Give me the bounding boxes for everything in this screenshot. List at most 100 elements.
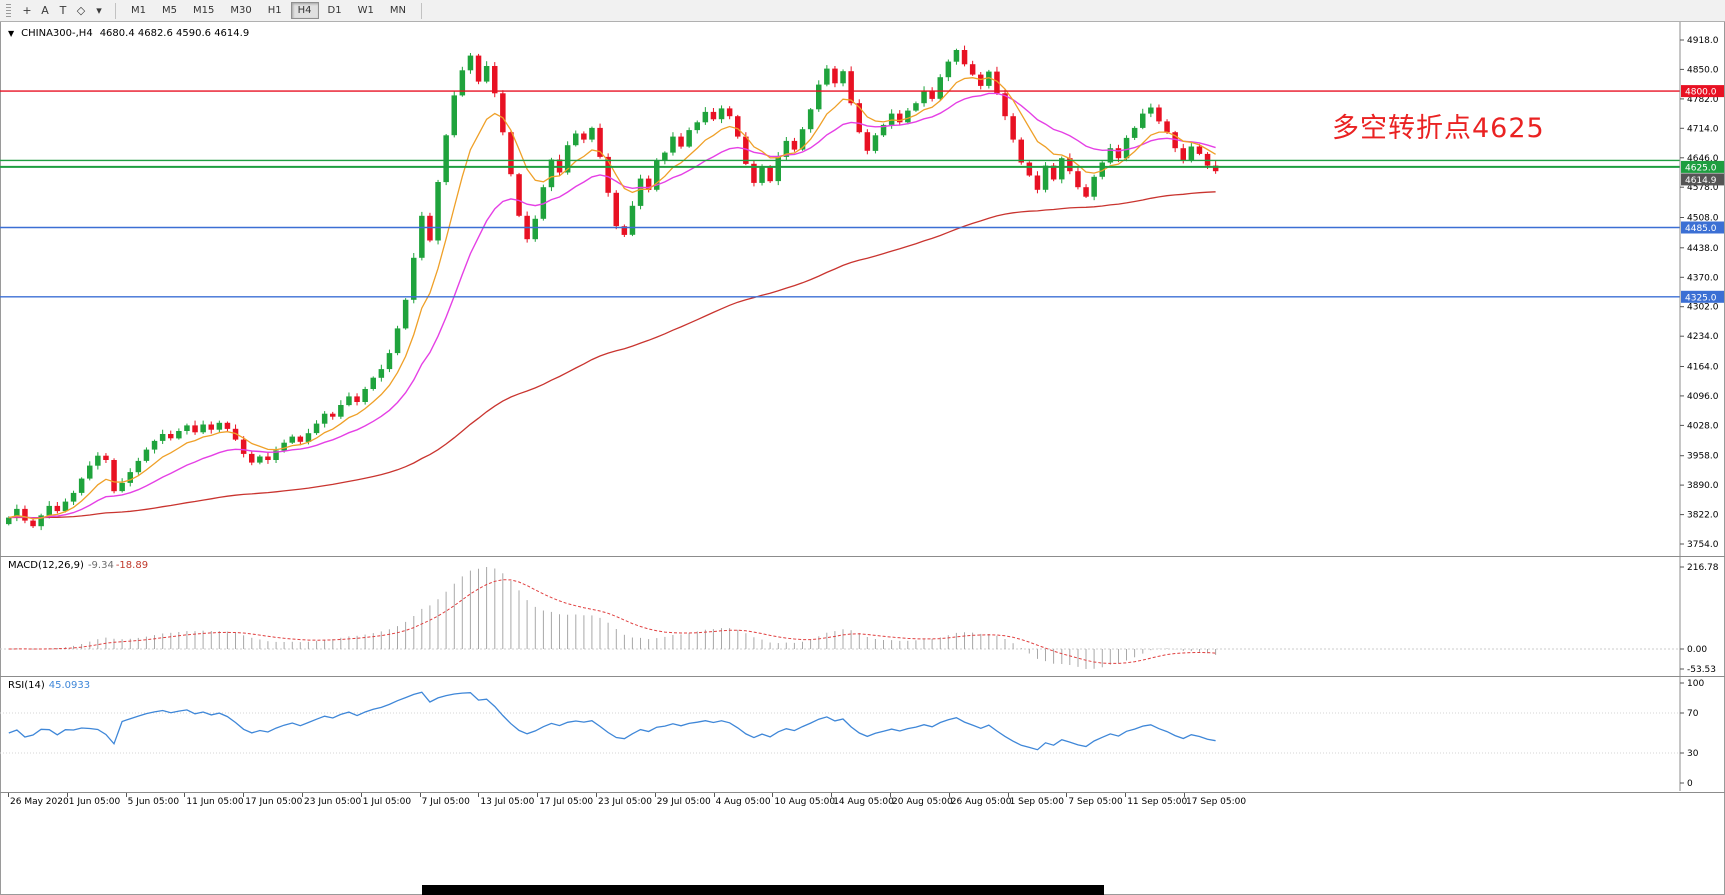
time-label: 13 Jul 05:00 — [480, 797, 535, 807]
svg-text:4782.0: 4782.0 — [1687, 95, 1719, 105]
timeframe-m30[interactable]: M30 — [230, 5, 252, 16]
tool-icons: + A T ◇ ▾ — [18, 2, 108, 20]
annotation-text: 多空转折点4625 — [1332, 113, 1545, 144]
toolbar: + A T ◇ ▾ M1 M5 M15 M30 H1 H4 D1 W1 MN — [0, 0, 1725, 22]
time-label: 10 Aug 05:00 — [774, 797, 836, 807]
svg-text:4578.0: 4578.0 — [1687, 183, 1719, 193]
time-tick — [772, 793, 774, 797]
time-label: 26 May 2020 — [10, 797, 69, 807]
time-label: 14 Aug 05:00 — [833, 797, 894, 807]
time-tick — [713, 793, 715, 797]
rsi-axis-label: 70 — [1687, 709, 1699, 719]
timeframe-m15[interactable]: M15 — [193, 5, 215, 16]
time-label: 1 Sep 05:00 — [1009, 797, 1064, 807]
timeframe-group: M1 M5 M15 M30 H1 H4 D1 W1 MN — [123, 2, 414, 19]
svg-text:3754.0: 3754.0 — [1687, 540, 1719, 550]
time-tick — [8, 793, 9, 797]
time-label: 20 Aug 05:00 — [892, 797, 953, 807]
taskbar-fragment — [422, 885, 1104, 895]
timeframe-m5[interactable]: M5 — [162, 5, 177, 16]
svg-text:4370.0: 4370.0 — [1687, 273, 1719, 283]
svg-text:4234.0: 4234.0 — [1687, 332, 1719, 342]
svg-text:4614.9: 4614.9 — [1685, 176, 1717, 186]
timeframe-d1[interactable]: D1 — [327, 5, 342, 16]
time-tick — [654, 793, 656, 797]
crosshair-icon[interactable]: + — [22, 4, 32, 17]
time-tick — [537, 793, 539, 797]
timeframe-h4[interactable]: H4 — [290, 2, 319, 19]
time-tick — [1125, 793, 1127, 797]
svg-text:4096.0: 4096.0 — [1687, 392, 1719, 402]
rsi-axis-label: 100 — [1687, 679, 1704, 689]
price-axis[interactable]: 4918.0 4850.0 4782.0 4714.0 4646.0 4578.0 4508… — [1680, 36, 1719, 550]
svg-text:4302.0: 4302.0 — [1687, 303, 1719, 313]
time-tick — [948, 793, 950, 797]
panel-separator-2 — [0, 676, 1725, 677]
timeframe-w1[interactable]: W1 — [357, 5, 374, 16]
dropdown-caret-icon[interactable]: ▾ — [96, 4, 102, 17]
toolbar-grip[interactable] — [6, 3, 11, 18]
price-badge: 4800.0 — [1681, 85, 1724, 98]
svg-text:4714.0: 4714.0 — [1687, 124, 1719, 134]
time-tick — [184, 793, 186, 797]
svg-text:3890.0: 3890.0 — [1687, 481, 1719, 491]
timeframe-mn[interactable]: MN — [389, 5, 406, 16]
panel-separator-1 — [0, 556, 1725, 557]
svg-text:4918.0: 4918.0 — [1687, 36, 1719, 46]
time-label: 7 Jul 05:00 — [421, 797, 470, 807]
svg-text:4325.0: 4325.0 — [1685, 293, 1717, 303]
timeframe-m1[interactable]: M1 — [131, 5, 146, 16]
textbox-tool-icon[interactable]: T — [59, 4, 67, 17]
time-axis[interactable]: 26 May 2020 1 Jun 05:00 5 Jun 05:00 11 Jun … — [0, 792, 1725, 809]
time-label: 17 Sep 05:00 — [1186, 797, 1247, 807]
time-label: 11 Jun 05:00 — [186, 797, 244, 807]
price-badge: 4625.0 — [1681, 160, 1724, 173]
price-badge: 4325.0 — [1681, 290, 1724, 303]
timeframe-h1[interactable]: H1 — [267, 5, 282, 16]
time-label: 11 Sep 05:00 — [1127, 797, 1188, 807]
time-tick — [360, 793, 362, 797]
time-tick — [1007, 793, 1009, 797]
time-label: 1 Jun 05:00 — [68, 797, 121, 807]
time-tick — [890, 793, 891, 797]
rsi-axis-label: 0 — [1687, 779, 1693, 789]
time-label: 23 Jun 05:00 — [304, 797, 362, 807]
candlestick-series — [6, 45, 1219, 531]
time-tick — [66, 793, 68, 797]
time-tick — [419, 793, 421, 797]
svg-text:4485.0: 4485.0 — [1685, 224, 1717, 234]
time-tick — [302, 793, 303, 797]
time-label: 4 Aug 05:00 — [715, 797, 771, 807]
svg-text:4028.0: 4028.0 — [1687, 421, 1719, 431]
time-label: 17 Jun 05:00 — [245, 797, 303, 807]
svg-text:4850.0: 4850.0 — [1687, 65, 1719, 75]
shapes-tool-icon[interactable]: ◇ — [76, 4, 86, 17]
svg-text:4438.0: 4438.0 — [1687, 244, 1719, 254]
time-label: 26 Aug 05:00 — [950, 797, 1012, 807]
price-badge: 4485.0 — [1681, 221, 1724, 234]
time-label: 5 Jun 05:00 — [127, 797, 180, 807]
svg-text:3822.0: 3822.0 — [1687, 511, 1719, 521]
time-tick — [1066, 793, 1068, 797]
time-label: 7 Sep 05:00 — [1068, 797, 1123, 807]
svg-text:4625.0: 4625.0 — [1685, 163, 1717, 173]
macd-panel[interactable]: 216.78 0.00 -53.53 — [0, 557, 1725, 676]
time-tick — [1184, 793, 1185, 797]
ma-slow-line — [8, 191, 1216, 519]
rsi-panel[interactable]: 100 70 30 0 — [0, 677, 1725, 791]
price-badge: 4614.9 — [1681, 173, 1724, 186]
time-tick — [125, 793, 127, 797]
ma-fast-line — [8, 77, 1216, 520]
chart-menu-icon[interactable]: ▼ — [8, 29, 15, 38]
macd-signal-line — [8, 579, 1216, 664]
macd-axis-label: -53.53 — [1687, 665, 1716, 675]
main-chart-panel[interactable]: 4918.0 4850.0 4782.0 4714.0 4646.0 4578.0 4508… — [0, 22, 1725, 556]
svg-text:4646.0: 4646.0 — [1687, 154, 1719, 164]
rsi-axis-label: 30 — [1687, 749, 1699, 759]
macd-axis-label: 0.00 — [1687, 645, 1707, 655]
svg-text:4800.0: 4800.0 — [1685, 88, 1717, 98]
text-tool-icon[interactable]: A — [41, 4, 49, 17]
time-tick — [596, 793, 597, 797]
macd-axis-label: 216.78 — [1687, 563, 1719, 573]
time-label: 17 Jul 05:00 — [539, 797, 594, 807]
